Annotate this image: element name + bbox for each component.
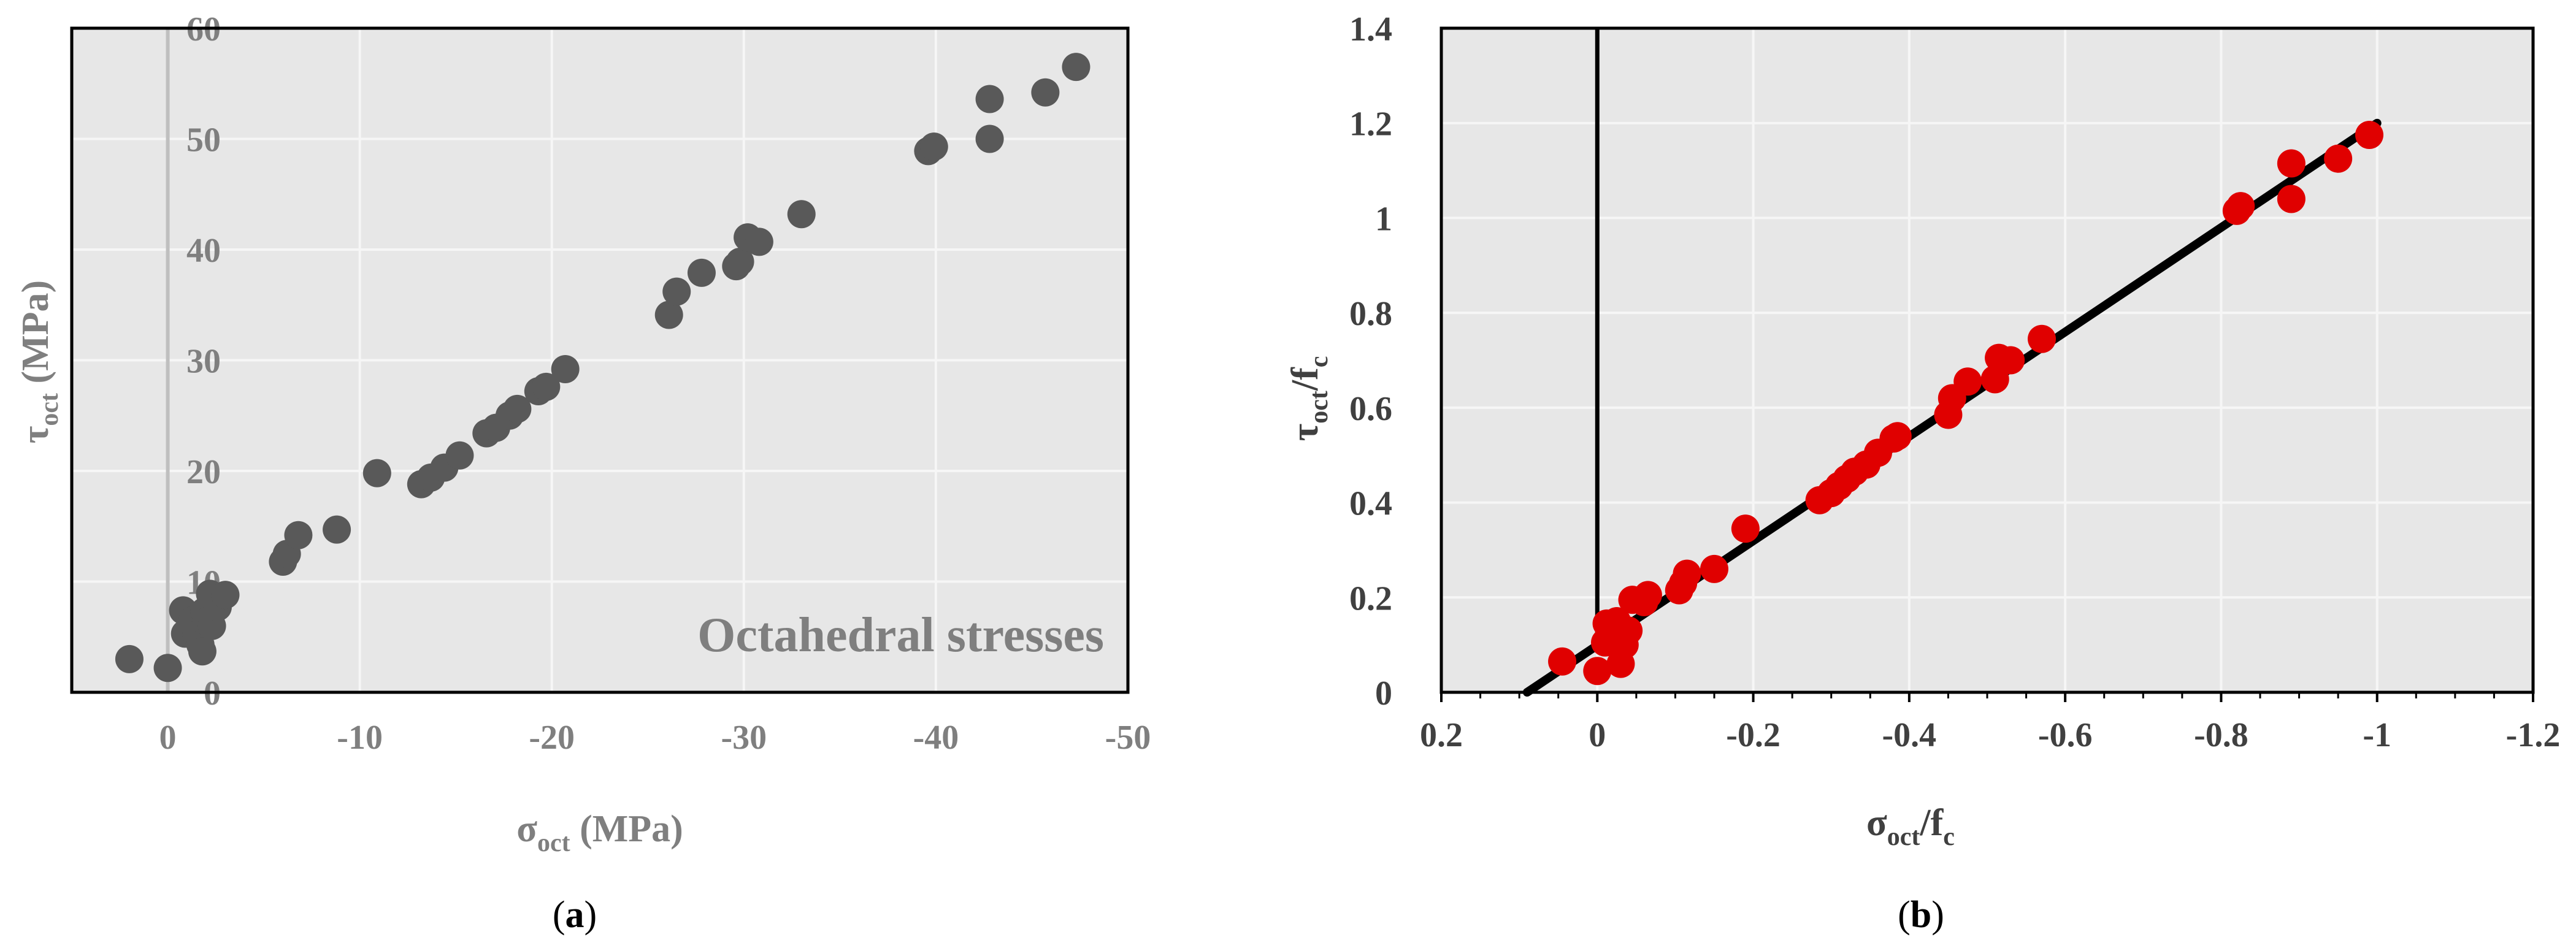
x-tick-label: -0.8 bbox=[2194, 716, 2248, 754]
x-tick-label: -0.4 bbox=[1882, 716, 1937, 754]
y-tick-label: 1.4 bbox=[1349, 10, 1392, 48]
y-tick-label: 0.2 bbox=[1349, 579, 1392, 617]
x-tick-label: -50 bbox=[1105, 719, 1151, 757]
chart-b-y-ticks: 0 0.2 0.4 0.6 0.8 1 1.2 1.4 bbox=[1349, 10, 1392, 713]
data-point bbox=[323, 515, 351, 544]
y-tick-label: 1 bbox=[1375, 200, 1392, 238]
data-point bbox=[975, 85, 1004, 113]
chart-a-y-axis-label: τoct (MPa) bbox=[15, 280, 64, 443]
chart-b-panel-label: (b) bbox=[1898, 894, 1944, 936]
data-point bbox=[211, 581, 240, 610]
data-point bbox=[503, 394, 532, 423]
chart-b: 0.2 0 -0.2 -0.4 -0.6 -0.8 -1 -1.2 0 0.2 0.4 0.6 0.8… bbox=[1284, 10, 2560, 936]
data-point bbox=[1731, 514, 1760, 543]
x-tick-label: -1 bbox=[2363, 716, 2391, 754]
data-point bbox=[284, 521, 313, 549]
data-point bbox=[1673, 559, 1701, 588]
x-tick-label: 0 bbox=[159, 719, 177, 757]
data-point bbox=[1062, 53, 1091, 82]
data-point bbox=[188, 637, 217, 666]
chart-b-x-ticks: 0.2 0 -0.2 -0.4 -0.6 -0.8 -1 -1.2 bbox=[1420, 692, 2560, 754]
y-tick-label: 20 bbox=[186, 453, 221, 491]
data-point bbox=[153, 654, 182, 682]
x-tick-label: -30 bbox=[721, 719, 767, 757]
x-tick-label: -0.2 bbox=[1726, 716, 1781, 754]
chart-a-x-ticks: 0 -10 -20 -30 -40 -50 bbox=[159, 719, 1151, 757]
data-point bbox=[2226, 192, 2255, 221]
chart-a-x-axis-label: σoct (MPa) bbox=[516, 808, 683, 857]
x-tick-label: -1.2 bbox=[2506, 716, 2561, 754]
data-point bbox=[1953, 367, 1982, 396]
data-point bbox=[1700, 554, 1728, 583]
data-point bbox=[1583, 657, 1612, 686]
chart-b-x-axis-label: σoct/fc bbox=[1866, 802, 1955, 851]
chart-b-y-axis-label: τoct/fc bbox=[1284, 356, 1333, 442]
data-point bbox=[362, 459, 391, 487]
y-tick-label: 0.6 bbox=[1349, 390, 1392, 428]
chart-a-panel-label: (a) bbox=[553, 894, 597, 936]
data-point bbox=[1031, 78, 1060, 107]
y-tick-label: 40 bbox=[186, 232, 221, 270]
data-point bbox=[787, 200, 816, 229]
data-point bbox=[662, 277, 691, 306]
data-point bbox=[532, 372, 561, 401]
x-tick-label: -20 bbox=[529, 719, 575, 757]
data-point bbox=[975, 124, 1004, 153]
y-tick-label: 0.4 bbox=[1349, 485, 1392, 523]
data-point bbox=[2277, 149, 2306, 178]
chart-b-points bbox=[1548, 121, 2383, 686]
data-point bbox=[445, 441, 474, 470]
data-point bbox=[1996, 346, 2025, 375]
data-point bbox=[654, 300, 683, 329]
y-tick-label: 50 bbox=[186, 121, 221, 159]
data-point bbox=[726, 247, 754, 276]
chart-a: 0-10-20-30-40-50 0102030405060 Octahedra… bbox=[15, 10, 1151, 936]
y-tick-label: 30 bbox=[186, 343, 221, 381]
y-tick-label: 0.8 bbox=[1349, 295, 1392, 333]
data-point bbox=[687, 258, 716, 287]
chart-a-frame bbox=[70, 26, 1130, 694]
data-point bbox=[551, 354, 580, 383]
chart-b-frame bbox=[1439, 26, 2535, 694]
x-tick-label: -40 bbox=[913, 719, 959, 757]
data-point bbox=[115, 644, 144, 673]
x-tick-label: 0 bbox=[1589, 716, 1606, 754]
data-point bbox=[2324, 144, 2353, 173]
data-point bbox=[1548, 647, 1577, 676]
data-point bbox=[1633, 581, 1662, 610]
data-point bbox=[2028, 324, 2056, 353]
data-point bbox=[1980, 365, 2009, 394]
y-tick-label: 0 bbox=[1375, 675, 1392, 713]
chart-a-annotation: Octahedral stresses bbox=[697, 608, 1104, 662]
x-tick-label: 0.2 bbox=[1420, 716, 1463, 754]
y-tick-label: 1.2 bbox=[1349, 105, 1392, 143]
data-point bbox=[745, 227, 773, 256]
x-tick-label: -0.6 bbox=[2038, 716, 2093, 754]
chart-a-points bbox=[115, 53, 1091, 682]
data-point bbox=[1614, 616, 1643, 645]
data-point bbox=[919, 132, 948, 161]
x-tick-label: -10 bbox=[337, 719, 383, 757]
data-point bbox=[1883, 422, 1912, 451]
data-point bbox=[2355, 121, 2383, 150]
data-point bbox=[2277, 185, 2306, 213]
